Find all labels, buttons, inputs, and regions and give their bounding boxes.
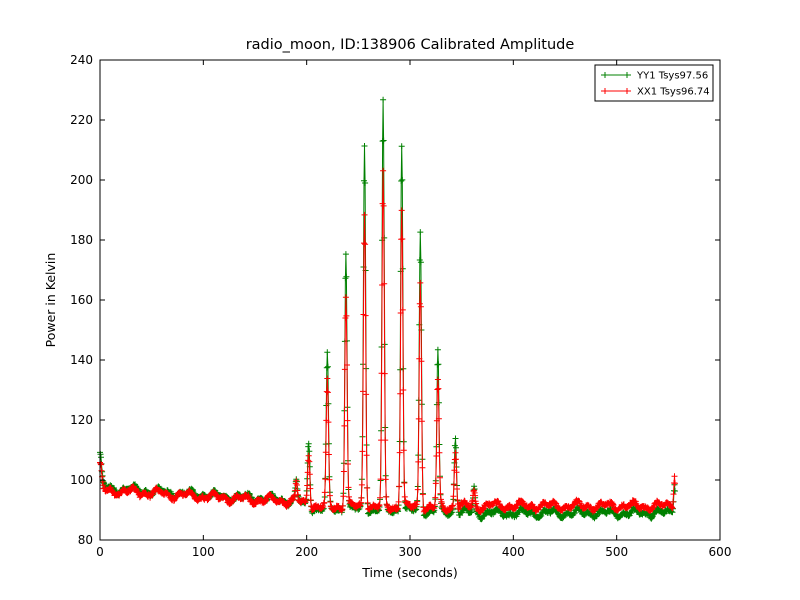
y-tick-label: 180	[70, 233, 93, 247]
x-tick-label: 100	[192, 545, 215, 559]
y-tick-label: 200	[70, 173, 93, 187]
x-tick-label: 400	[502, 545, 525, 559]
legend-plus-marker-icon	[602, 88, 608, 94]
y-tick-label: 160	[70, 293, 93, 307]
plot-area	[100, 60, 720, 540]
x-axis-label: Time (seconds)	[361, 565, 457, 580]
legend-entry: YY1 Tsys97.56	[601, 71, 708, 82]
y-tick-label: 80	[78, 533, 93, 547]
y-tick-label: 240	[70, 53, 93, 67]
legend-box	[594, 64, 714, 102]
legend-entry-label: XX1 Tsys96.74	[637, 87, 710, 98]
legend-plus-marker-icon	[602, 72, 608, 78]
legend-entry: XX1 Tsys96.74	[601, 87, 710, 98]
x-tick-label: 600	[709, 545, 732, 559]
y-tick-label: 100	[70, 473, 93, 487]
x-tick-label: 500	[605, 545, 628, 559]
legend-plus-marker-icon	[624, 72, 630, 78]
legend-plus-marker-icon	[624, 88, 630, 94]
y-tick-label: 120	[70, 413, 93, 427]
y-tick-label: 220	[70, 113, 93, 127]
y-tick-label: 140	[70, 353, 93, 367]
legend-entry-label: YY1 Tsys97.56	[636, 71, 708, 82]
plot-title: radio_moon, ID:138906 Calibrated Amplitu…	[246, 37, 575, 53]
legend: YY1 Tsys97.56 XX1 Tsys96.74	[594, 64, 714, 102]
y-axis-label: Power in Kelvin	[43, 253, 58, 348]
x-tick-label: 0	[96, 545, 104, 559]
x-tick-label: 300	[399, 545, 422, 559]
x-tick-label: 200	[295, 545, 318, 559]
ticks-group: 0 100 200 300 400 500 600 80 100 120 140 160 180 200 2…	[70, 53, 731, 559]
